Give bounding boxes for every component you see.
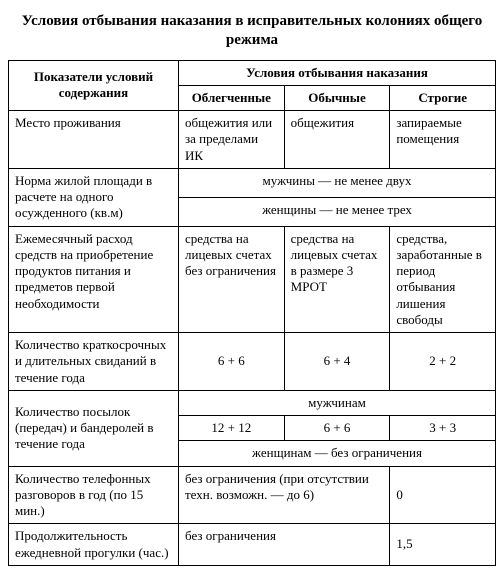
cell: запираемые помещения: [390, 111, 496, 169]
row-label: Продолжительность ежедневной прогулки (ч…: [9, 524, 179, 566]
conditions-table: Показатели условий содержания Условия от…: [8, 60, 496, 566]
cell: 0: [390, 466, 496, 524]
table-row: Количество телефонных разговоров в год (…: [9, 466, 496, 524]
row-label: Количество посылок (передач) и бандероле…: [9, 390, 179, 466]
cell: общежития или за пределами ИК: [179, 111, 285, 169]
cell-area-men: мужчины — не менее двух: [179, 168, 496, 197]
cell-parcels-women-note: женщинам — без ограничения: [179, 441, 496, 466]
header-conditions-group: Условия отбывания наказания: [179, 60, 496, 85]
cell: средства на лицевых счетах в размере 3 М…: [284, 226, 390, 333]
row-label: Количество телефонных разговоров в год (…: [9, 466, 179, 524]
table-row: Количество краткосрочных и длительных св…: [9, 333, 496, 391]
cell: 3 + 3: [390, 416, 496, 441]
row-label: Место проживания: [9, 111, 179, 169]
table-row: Норма жилой площади в расчете на одного …: [9, 168, 496, 197]
cell: средства на лицевых счетах без ограничен…: [179, 226, 285, 333]
header-col-strict: Строгие: [390, 85, 496, 110]
row-label: Ежемесячный расход средств на приобретен…: [9, 226, 179, 333]
header-col-lenient: Облегченные: [179, 85, 285, 110]
cell: 2 + 2: [390, 333, 496, 391]
table-row: Количество посылок (передач) и бандероле…: [9, 390, 496, 415]
cell: без ограничения (при отсутствии техн. во…: [179, 466, 390, 524]
table-row: Продолжительность ежедневной прогулки (ч…: [9, 524, 496, 566]
cell: 6 + 4: [284, 333, 390, 391]
cell: общежития: [284, 111, 390, 169]
table-row: Ежемесячный расход средств на приобретен…: [9, 226, 496, 333]
cell: 6 + 6: [179, 333, 285, 391]
cell: без ограничения: [179, 524, 390, 566]
table-row: Место проживания общежития или за предел…: [9, 111, 496, 169]
row-label: Норма жилой площади в расчете на одного …: [9, 168, 179, 226]
header-indicator: Показатели условий содержания: [9, 60, 179, 111]
cell: 12 + 12: [179, 416, 285, 441]
cell-parcels-men-label: мужчинам: [179, 390, 496, 415]
cell: 1,5: [390, 524, 496, 566]
header-col-normal: Обычные: [284, 85, 390, 110]
cell-area-women: женщины — не менее трех: [179, 197, 496, 226]
cell: 6 + 6: [284, 416, 390, 441]
row-label: Количество краткосрочных и длительных св…: [9, 333, 179, 391]
cell: средства, заработанные в период отбывани…: [390, 226, 496, 333]
page-title: Условия отбывания наказания в исправител…: [8, 12, 496, 50]
